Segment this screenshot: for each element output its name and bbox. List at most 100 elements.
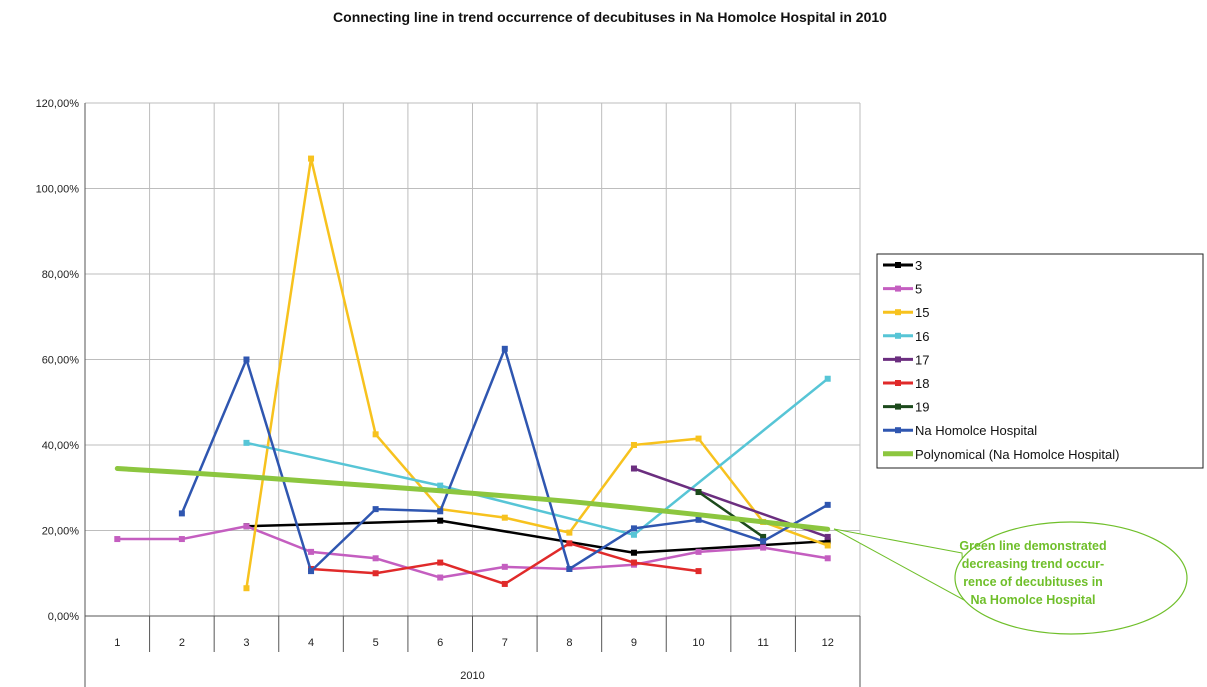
legend-label: 16 [915,329,929,344]
data-point [695,489,702,496]
data-point [437,508,444,515]
data-point [824,501,831,508]
y-tick-label: 100,00% [36,184,80,196]
legend-swatch-marker [895,262,901,268]
x-tick-label: 1 [114,637,120,649]
legend-label: 18 [915,376,929,391]
data-point [372,431,379,438]
series-line [697,490,765,539]
legend-entry: 3 [883,258,922,273]
legend-swatch-marker [895,403,901,410]
x-tick-label: 10 [692,637,704,649]
axes: 0,00% 20,00% 40,00% 60,00% 80,00% 100,00% 120,… [36,98,861,687]
legend-entry: 17 [883,352,929,367]
data-point [243,356,250,363]
data-point [114,536,121,543]
series-line [245,377,829,537]
series-line [309,542,700,586]
data-point [243,523,250,530]
data-point [372,555,379,562]
callout-text-line: Na Homolce Hospital [970,593,1095,607]
x-tick-label: 3 [243,637,249,649]
data-point [501,345,508,352]
x-tick-label: 7 [502,637,508,649]
legend-swatch-marker [895,309,901,316]
data-point [437,482,444,489]
legend-label: 3 [915,258,922,273]
legend-swatch-marker [895,285,901,292]
data-point [760,538,767,545]
legend-entry: 18 [883,376,929,391]
legend-label: Na Homolce Hospital [915,423,1037,438]
series-5 [308,540,702,587]
data-point [630,531,637,538]
series-6 [695,489,767,540]
data-point [566,540,573,547]
x-tick-label: 2 [179,637,185,649]
data-point [630,549,637,556]
series-line [114,466,831,532]
data-point [372,570,379,577]
x-tick-label: 12 [822,637,834,649]
series-7 [178,345,831,575]
callout-text-line: Green line demonstrated [959,539,1106,553]
data-point [630,465,637,472]
y-tick-label: 0,00% [48,611,79,623]
x-tick-label: 8 [566,637,572,649]
legend-entry: 5 [883,282,922,297]
series-line [245,519,829,554]
callout-text-line: rence of decubituses in [963,575,1103,589]
data-point [437,559,444,566]
data-point [760,544,767,551]
data-point [308,568,315,575]
y-tick-label: 20,00% [42,526,80,538]
series-layer [114,155,831,592]
callout-ellipse [954,521,1188,635]
chart-title: Connecting line in trend occurrence of d… [333,9,887,25]
callout-pointer [833,528,965,601]
data-point [566,565,573,572]
data-point [308,548,315,555]
data-point [437,517,444,524]
data-point [178,510,185,517]
legend-swatch-marker [895,380,901,386]
legend-label: 17 [915,352,929,367]
data-point [760,533,767,540]
data-point [372,506,379,513]
data-point [243,585,250,592]
legend-label: 15 [915,305,929,320]
legend-label: 5 [915,282,922,297]
legend-swatch-marker [895,356,901,363]
data-point [695,435,702,442]
series-8 [114,466,831,532]
legend-entry: Na Homolce Hospital [883,423,1037,438]
data-point [824,533,831,540]
x-tick-label: 9 [631,637,637,649]
series-3 [243,375,831,538]
data-point [630,559,637,566]
legend-entry: 15 [883,305,929,320]
legend-swatch-marker [895,427,901,434]
data-point [695,516,702,523]
callout-annotation: Green line demonstrated decreasing trend … [833,521,1188,635]
data-point [308,155,315,162]
y-tick-label: 60,00% [42,355,80,367]
data-point [630,442,637,448]
data-point [243,439,250,446]
data-point [178,536,185,543]
legend-label: 19 [915,400,929,415]
series-2 [243,155,831,592]
data-point [630,525,637,532]
callout-text-line: decreasing trend occur- [962,557,1104,571]
legend-entry: Polynomical (Na Homolce Hospital) [883,447,1119,462]
y-tick-label: 120,00% [36,98,80,110]
data-point [695,568,702,575]
legend-box [876,253,1204,469]
data-point [501,514,508,521]
x-tick-label: 5 [373,637,379,649]
data-point [824,375,831,382]
y-tick-label: 40,00% [42,440,80,452]
data-point [695,548,702,555]
legend-swatch-marker [895,332,901,339]
